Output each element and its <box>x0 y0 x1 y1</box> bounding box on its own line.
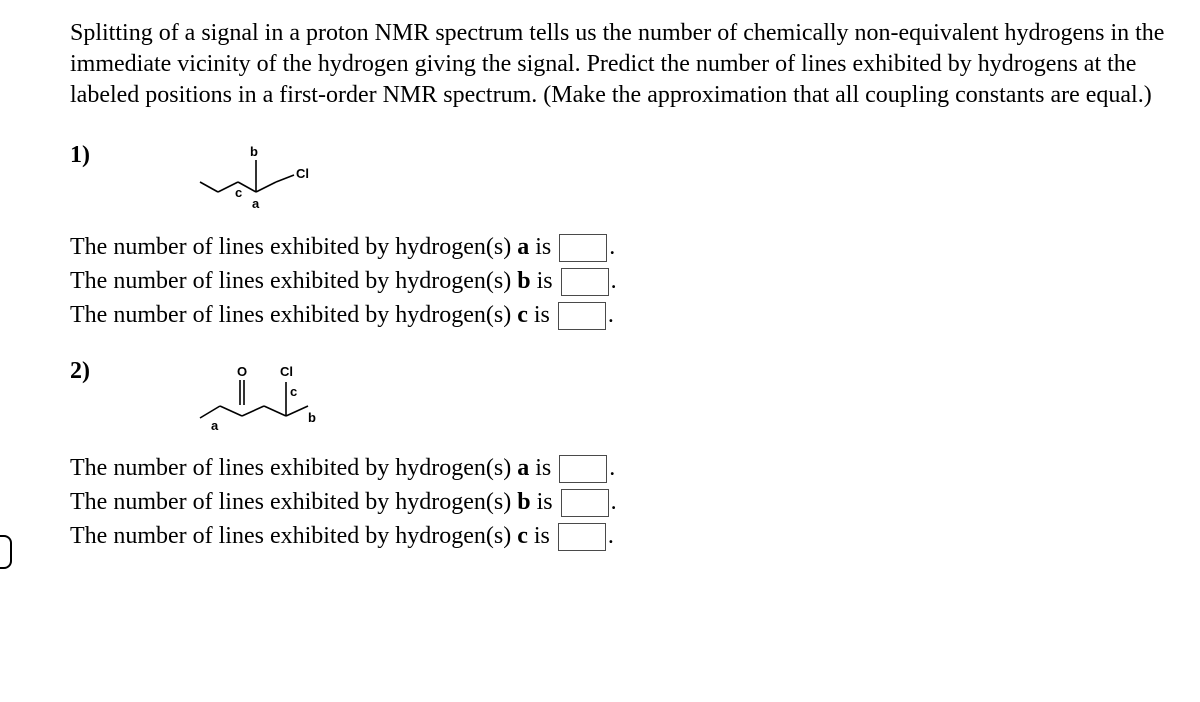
q2-line-a: The number of lines exhibited by hydroge… <box>70 455 1170 483</box>
q2-number: 2) <box>70 358 110 385</box>
q1-a-bold: a <box>517 234 529 261</box>
q2-c-input[interactable] <box>558 523 606 551</box>
question-2: 2) O Cl <box>70 358 1170 551</box>
q2-line-b: The number of lines exhibited by hydroge… <box>70 489 1170 517</box>
q1-number: 1) <box>70 142 110 169</box>
q1-b-period: . <box>611 268 617 295</box>
q2-a-pre: The number of lines exhibited by hydroge… <box>70 455 517 482</box>
q2-b-pre: The number of lines exhibited by hydroge… <box>70 489 517 516</box>
q2-c-period: . <box>608 523 614 550</box>
q2-line-c: The number of lines exhibited by hydroge… <box>70 523 1170 551</box>
q2-a-bold: a <box>517 455 529 482</box>
q1-c-pre: The number of lines exhibited by hydroge… <box>70 302 517 329</box>
q1-a-period: . <box>609 234 615 261</box>
q1-line-a: The number of lines exhibited by hydroge… <box>70 234 1170 262</box>
q1-a-post: is <box>529 234 557 261</box>
q2-c-post: is <box>528 523 556 550</box>
q2-a-period: . <box>609 455 615 482</box>
q1-b-input[interactable] <box>561 268 609 296</box>
q2-label-c: c <box>290 384 297 399</box>
q2-a-input[interactable] <box>559 455 607 483</box>
q2-b-bold: b <box>517 489 530 516</box>
q1-label-a: a <box>252 196 260 211</box>
q1-c-input[interactable] <box>558 302 606 330</box>
left-nav-tab[interactable] <box>0 535 12 569</box>
q1-a-pre: The number of lines exhibited by hydroge… <box>70 234 517 261</box>
q1-c-post: is <box>528 302 556 329</box>
question-content: Splitting of a signal in a proton NMR sp… <box>0 0 1170 551</box>
question-1: 1) b c a Cl <box>70 142 1170 330</box>
q1-c-bold: c <box>517 302 528 329</box>
q1-molecule: b c a Cl <box>190 142 320 224</box>
q1-c-period: . <box>608 302 614 329</box>
q2-b-input[interactable] <box>561 489 609 517</box>
q1-b-post: is <box>531 268 559 295</box>
q1-b-pre: The number of lines exhibited by hydroge… <box>70 268 517 295</box>
q2-b-post: is <box>531 489 559 516</box>
intro-paragraph: Splitting of a signal in a proton NMR sp… <box>70 18 1170 112</box>
q1-label-cl: Cl <box>296 166 309 181</box>
q2-molecule: O Cl c a b <box>190 358 350 445</box>
q1-label-c: c <box>235 185 242 200</box>
q1-a-input[interactable] <box>559 234 607 262</box>
q2-b-period: . <box>611 489 617 516</box>
q2-label-cl: Cl <box>280 364 293 379</box>
q1-b-bold: b <box>517 268 530 295</box>
q2-c-pre: The number of lines exhibited by hydroge… <box>70 523 517 550</box>
q2-label-o: O <box>237 364 247 379</box>
q2-c-bold: c <box>517 523 528 550</box>
q2-label-b: b <box>308 410 316 425</box>
q2-label-a: a <box>211 418 219 433</box>
q1-line-b: The number of lines exhibited by hydroge… <box>70 268 1170 296</box>
q1-label-b: b <box>250 144 258 159</box>
q2-a-post: is <box>529 455 557 482</box>
q1-line-c: The number of lines exhibited by hydroge… <box>70 302 1170 330</box>
